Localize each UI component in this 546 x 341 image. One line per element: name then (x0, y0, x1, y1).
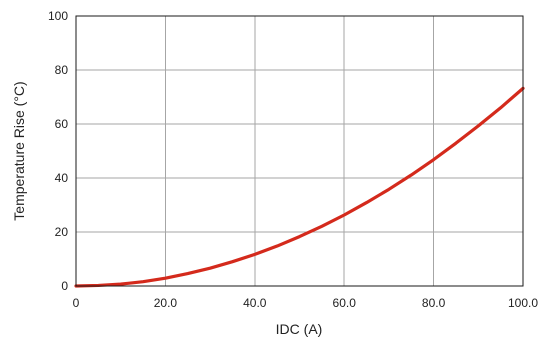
x-tick-label: 40.0 (243, 296, 267, 310)
y-tick-label: 20 (55, 225, 69, 239)
x-axis-ticks: 0 20.0 40.0 60.0 80.0 100.0 (73, 296, 539, 310)
y-axis-ticks: 0 20 40 60 80 100 (48, 9, 68, 293)
y-tick-label: 0 (61, 279, 68, 293)
y-tick-label: 60 (55, 117, 69, 131)
y-tick-label: 40 (55, 171, 69, 185)
x-tick-label: 100.0 (508, 296, 538, 310)
y-tick-label: 100 (48, 9, 68, 23)
x-tick-label: 20.0 (154, 296, 178, 310)
x-tick-label: 0 (73, 296, 80, 310)
y-tick-label: 80 (55, 63, 69, 77)
x-axis-title: IDC (A) (276, 321, 323, 337)
series-layer (74, 86, 525, 288)
x-tick-label: 80.0 (422, 296, 446, 310)
grid (76, 16, 523, 286)
plot-frame (75, 15, 524, 287)
y-axis-title: Temperature Rise (°C) (11, 81, 27, 220)
series-line (74, 86, 525, 288)
x-tick-label: 60.0 (333, 296, 357, 310)
